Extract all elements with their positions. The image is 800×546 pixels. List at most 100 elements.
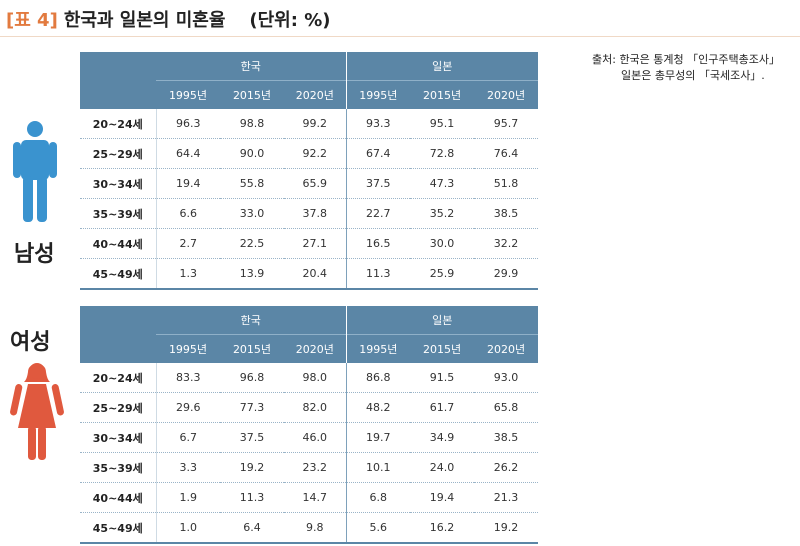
value-cell: 65.9: [284, 168, 347, 199]
table-title: 한국과 일본의 미혼율: [63, 10, 226, 31]
year-header: 1995년: [156, 334, 220, 363]
value-cell: 93.0: [474, 363, 539, 393]
title-divider: [0, 36, 800, 37]
table-row: 25~29세 29.6 77.3 82.0 48.2 61.7 65.8: [80, 392, 539, 423]
age-group-label: 25~29세: [80, 392, 156, 423]
value-cell: 14.7: [284, 482, 347, 513]
year-header: 2020년: [474, 334, 539, 363]
source-line-2: 일본은 총무성의 「국세조사」.: [621, 69, 765, 82]
value-cell: 1.0: [155, 512, 220, 544]
corner-cell: [80, 306, 156, 363]
value-cell: 76.4: [474, 138, 539, 169]
group-header-korea: 한국: [156, 52, 347, 81]
value-cell: 16.5: [345, 228, 411, 259]
value-cell: 96.8: [220, 363, 284, 393]
value-cell: 37.5: [345, 168, 411, 199]
value-cell: 86.8: [345, 363, 411, 393]
value-cell: 55.8: [220, 168, 284, 199]
age-group-label: 20~24세: [80, 109, 156, 139]
table-row: 30~34세 19.4 55.8 65.9 37.5 47.3 51.8: [80, 168, 539, 199]
table-row: 45~49세 1.0 6.4 9.8 5.6 16.2 19.2: [80, 512, 539, 544]
value-cell: 11.3: [345, 258, 411, 290]
value-cell: 20.4: [284, 258, 347, 290]
value-cell: 25.9: [410, 258, 475, 290]
value-cell: 13.9: [220, 258, 284, 290]
value-cell: 19.2: [220, 452, 284, 483]
group-header-japan: 일본: [345, 306, 539, 335]
age-group-label: 40~44세: [80, 482, 156, 513]
value-cell: 91.5: [410, 363, 475, 393]
value-cell: 2.7: [155, 228, 220, 259]
page-title: [표 4] 한국과 일본의 미혼율 (단위: %): [6, 6, 330, 32]
value-cell: 96.3: [155, 109, 220, 139]
value-cell: 16.2: [410, 512, 475, 544]
female-table: 한국 일본 1995년 2015년 2020년 1995년 2015년 2020…: [80, 306, 539, 544]
value-cell: 6.4: [220, 512, 284, 544]
year-header: 1995년: [345, 334, 411, 363]
group-header-japan: 일본: [345, 52, 539, 81]
age-group-label: 30~34세: [80, 422, 156, 453]
source-line-1: 출처: 한국은 통계청 「인구주택총조사」: [592, 53, 780, 66]
table-row: 35~39세 3.3 19.2 23.2 10.1 24.0 26.2: [80, 452, 539, 483]
value-cell: 37.8: [284, 198, 347, 229]
age-group-label: 25~29세: [80, 138, 156, 169]
male-label: 남성: [14, 242, 55, 267]
age-group-label: 30~34세: [80, 168, 156, 199]
value-cell: 19.7: [345, 422, 411, 453]
value-cell: 3.3: [155, 452, 220, 483]
value-cell: 90.0: [220, 138, 284, 169]
value-cell: 29.9: [474, 258, 539, 290]
value-cell: 72.8: [410, 138, 475, 169]
value-cell: 5.6: [345, 512, 411, 544]
value-cell: 99.2: [284, 109, 347, 139]
value-cell: 1.3: [155, 258, 220, 290]
value-cell: 21.3: [474, 482, 539, 513]
value-cell: 98.0: [284, 363, 347, 393]
value-cell: 92.2: [284, 138, 347, 169]
year-header: 2020년: [474, 80, 539, 109]
table-row: 45~49세 1.3 13.9 20.4 11.3 25.9 29.9: [80, 258, 539, 290]
age-group-label: 20~24세: [80, 363, 156, 393]
table-row: 40~44세 2.7 22.5 27.1 16.5 30.0 32.2: [80, 228, 539, 259]
value-cell: 23.2: [284, 452, 347, 483]
table-row: 20~24세 96.3 98.8 99.2 93.3 95.1 95.7: [80, 109, 539, 139]
value-cell: 98.8: [220, 109, 284, 139]
value-cell: 38.5: [474, 198, 539, 229]
value-cell: 83.3: [155, 363, 220, 393]
age-group-label: 45~49세: [80, 512, 156, 544]
value-cell: 9.8: [284, 512, 347, 544]
value-cell: 82.0: [284, 392, 347, 423]
year-header: 2015년: [410, 80, 475, 109]
value-cell: 30.0: [410, 228, 475, 259]
group-header-korea: 한국: [156, 306, 347, 335]
source-note: 출처: 한국은 통계청 「인구주택총조사」 일본은 총무성의 「국세조사」.: [592, 52, 780, 84]
value-cell: 22.7: [345, 198, 411, 229]
year-header: 2015년: [220, 334, 284, 363]
value-cell: 65.8: [474, 392, 539, 423]
value-cell: 93.3: [345, 109, 411, 139]
value-cell: 19.2: [474, 512, 539, 544]
value-cell: 64.4: [155, 138, 220, 169]
value-cell: 11.3: [220, 482, 284, 513]
value-cell: 35.2: [410, 198, 475, 229]
value-cell: 51.8: [474, 168, 539, 199]
age-group-label: 35~39세: [80, 452, 156, 483]
value-cell: 34.9: [410, 422, 475, 453]
value-cell: 77.3: [220, 392, 284, 423]
value-cell: 24.0: [410, 452, 475, 483]
value-cell: 37.5: [220, 422, 284, 453]
value-cell: 10.1: [345, 452, 411, 483]
year-header: 2015년: [410, 334, 475, 363]
year-header: 2015년: [220, 80, 284, 109]
value-cell: 95.7: [474, 109, 539, 139]
value-cell: 38.5: [474, 422, 539, 453]
value-cell: 29.6: [155, 392, 220, 423]
male-table: 한국 일본 1995년 2015년 2020년 1995년 2015년 2020…: [80, 52, 539, 290]
table-row: 20~24세 83.3 96.8 98.0 86.8 91.5 93.0: [80, 363, 539, 393]
table-number: [표 4]: [6, 10, 58, 31]
value-cell: 47.3: [410, 168, 475, 199]
year-header: 1995년: [345, 80, 411, 109]
value-cell: 61.7: [410, 392, 475, 423]
age-group-label: 45~49세: [80, 258, 156, 290]
age-group-label: 40~44세: [80, 228, 156, 259]
